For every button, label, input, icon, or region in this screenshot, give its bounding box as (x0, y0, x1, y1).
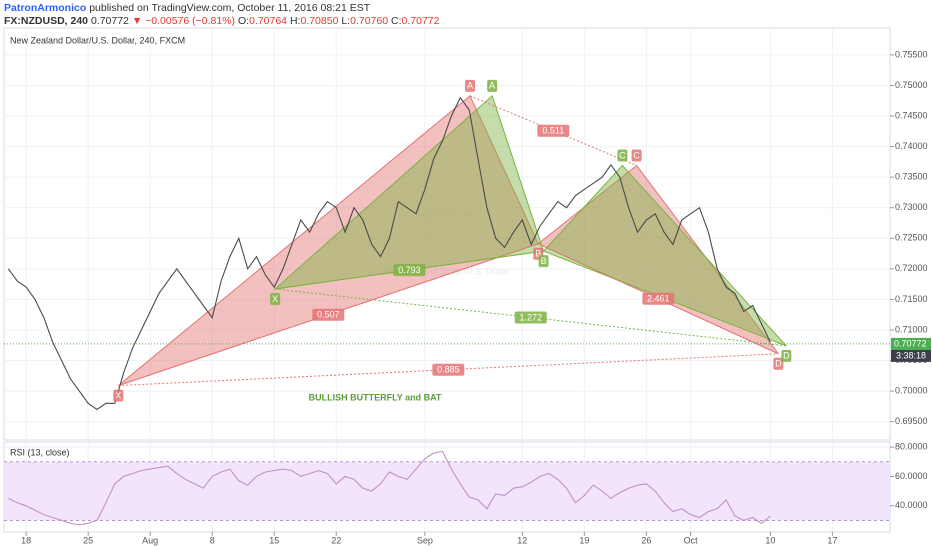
ratio-box (514, 311, 547, 324)
rsi-title: RSI (13, close) (10, 447, 70, 457)
price-line (8, 450, 771, 526)
y-tick-label: 0.70000 (895, 385, 928, 395)
x-tick-label: 25 (83, 535, 93, 545)
y-tick-label: 0.75500 (895, 49, 928, 59)
point-label: C (633, 150, 640, 160)
ohlc-h: 0.70850 (300, 15, 339, 27)
y-tick-label: 0.71500 (895, 294, 928, 304)
x-tick-label: 12 (517, 535, 527, 545)
price-line (7, 96, 771, 411)
point-box (773, 357, 784, 370)
ratio-label: 0.885 (437, 365, 460, 375)
y-tick-label: 0.73000 (895, 202, 928, 212)
change: ▼ −0.00576 (−0.81%) (131, 15, 236, 27)
rsi-band (4, 461, 890, 521)
y-tick-label: 0.72500 (895, 233, 928, 243)
ohlc-o-label: O: (237, 15, 250, 27)
x-tick-label: 22 (331, 535, 341, 545)
countdown-box (891, 349, 931, 362)
y-tick-label: 0.71000 (895, 324, 928, 334)
last-price-box (891, 337, 931, 350)
ratio-box (393, 264, 426, 277)
y-tick-label: 0.75000 (895, 80, 928, 90)
y-tick-label: 0.73500 (895, 172, 928, 182)
ohlc-c: 0.70772 (401, 15, 440, 27)
x-tick-label: 10 (765, 535, 775, 545)
point-label: A (467, 81, 473, 91)
point-box (781, 349, 792, 362)
x-tick-label: 8 (210, 535, 215, 545)
ratio-label: 0.793 (398, 265, 421, 275)
y-tick-label: 0.74000 (895, 141, 928, 151)
point-label: A (489, 81, 495, 91)
x-tick-label: 18 (21, 535, 31, 545)
chart-title: New Zealand Dollar/U.S. Dollar, 240, FXC… (10, 35, 185, 45)
ratio-label: 0.507 (317, 310, 340, 320)
ratio-box (312, 308, 345, 321)
y-tick-label: 0.74500 (895, 110, 928, 120)
point-box (631, 149, 642, 162)
point-box (617, 149, 628, 162)
ratio-box (537, 124, 570, 137)
ratio-line (275, 250, 544, 290)
x-tick-label: Oct (684, 535, 699, 545)
point-label: B (541, 256, 547, 266)
x-tick-label: 19 (579, 535, 589, 545)
ratio-label: 1.272 (519, 312, 542, 322)
point-box (270, 293, 281, 306)
annotation: BULLISH BUTTERFLY and BAT (309, 392, 442, 402)
ratio-label: 0.511 (542, 126, 564, 136)
x-tick-label: 15 (269, 535, 279, 545)
y-tick-label: 60.0000 (895, 471, 928, 481)
watermark: New Zealand Dollar/U.S. Dollar (384, 266, 509, 276)
point-label: D (775, 359, 782, 369)
ohlc-c-label: C: (391, 15, 402, 27)
pattern-xab (273, 94, 545, 290)
price-pane (3, 27, 891, 441)
ohlc-l: 0.70760 (350, 15, 389, 27)
y-tick-label: 40.0000 (895, 500, 928, 510)
header: PatronArmonico published on TradingView.… (0, 0, 932, 28)
point-label: D (783, 351, 790, 361)
x-tick-label: 26 (641, 535, 651, 545)
y-tick-label: 80.0000 (895, 441, 928, 451)
x-tick-label: 17 (827, 535, 837, 545)
point-box (465, 79, 476, 92)
y-tick-label: 0.69500 (895, 416, 928, 426)
last-price-label: 0.70772 (894, 338, 927, 348)
countdown: 3:38:18 (896, 350, 926, 360)
point-label: C (619, 150, 626, 160)
x-tick-label: Sep (417, 535, 433, 545)
y-tick-label: 0.72000 (895, 263, 928, 273)
last: 0.70772 (90, 15, 129, 27)
symbol: FX:NZDUSD, 240 (4, 15, 89, 27)
published: published on TradingView.com, October 11… (89, 2, 371, 14)
ratio-box (432, 363, 465, 376)
point-box (487, 79, 498, 92)
ratio-box (642, 292, 675, 305)
ratio-label: 2.461 (647, 294, 670, 304)
point-label: B (535, 249, 541, 259)
author[interactable]: PatronArmonico (4, 2, 87, 14)
x-tick-label: Aug (142, 535, 158, 545)
ohlc-h-label: H: (289, 15, 301, 27)
point-box (538, 255, 549, 268)
ohlc-l-label: L: (341, 15, 351, 27)
ohlc-o: 0.70764 (249, 15, 288, 27)
watermark: NZDUSD, 240 (418, 209, 476, 219)
point-box (113, 389, 124, 402)
point-label: X (115, 390, 121, 400)
point-label: X (272, 294, 278, 304)
